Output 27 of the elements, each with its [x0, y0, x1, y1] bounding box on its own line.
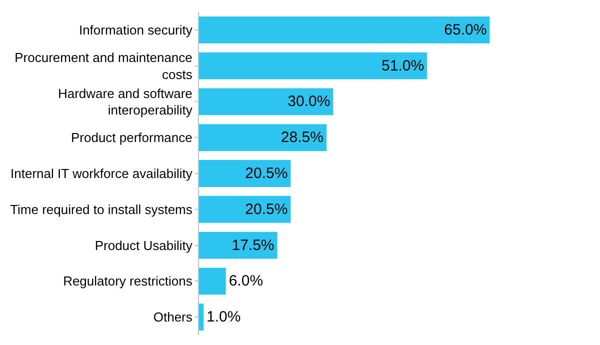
data-label: 1.0% [206, 308, 241, 326]
data-label: 30.0% [288, 93, 330, 110]
y-tick-label: Time required to install systems [10, 202, 193, 217]
y-tick-label: Procurement and maintenance costs [14, 50, 193, 82]
bar [199, 124, 326, 152]
data-label: 20.5% [245, 165, 288, 182]
y-tick-label: Hardware and software interoperability [58, 86, 193, 118]
y-tick-label: Product Usability [94, 238, 193, 253]
bar [199, 268, 226, 295]
data-label: 65.0% [444, 21, 487, 38]
bar [199, 160, 291, 187]
y-tick-label: Others [153, 310, 193, 325]
bar [199, 52, 428, 80]
y-tick-label: Information security [78, 22, 193, 38]
y-tick-label: Internal IT workforce availability [10, 166, 193, 182]
data-label: 28.5% [280, 129, 324, 146]
data-label: 17.5% [232, 236, 274, 254]
data-label: 20.5% [245, 200, 288, 218]
data-label: 51.0% [382, 57, 424, 74]
bar [199, 16, 490, 44]
bar [199, 88, 334, 116]
bar [199, 304, 204, 331]
y-tick-label: Regulatory restrictions [63, 274, 193, 289]
data-label: 6.0% [228, 272, 264, 290]
y-tick-label: Product performance [70, 130, 192, 146]
bar [199, 196, 291, 223]
bar [199, 232, 278, 259]
